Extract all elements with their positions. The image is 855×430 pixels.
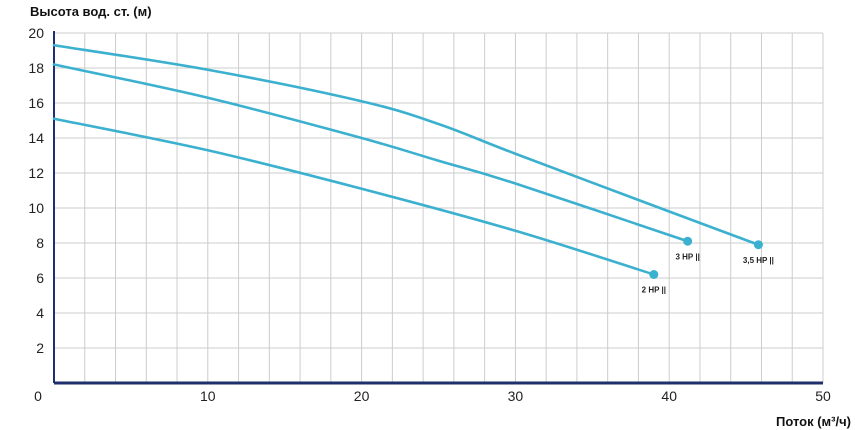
y-tick-label: 4 — [36, 305, 44, 321]
series-line — [52, 117, 656, 276]
y-tick-label: 10 — [28, 200, 44, 216]
series-line — [52, 43, 760, 247]
y-tick-label: 14 — [28, 130, 44, 146]
x-tick-label: 40 — [661, 388, 677, 404]
y-tick-label: 8 — [36, 235, 44, 251]
y-tick-label: 18 — [28, 60, 44, 76]
series-label: 3,5 HP || — [743, 256, 774, 265]
x-tick-label: 30 — [508, 388, 524, 404]
x-tick-label: 50 — [815, 388, 831, 404]
series-label: 3 HP || — [675, 252, 699, 261]
x-tick-label: 20 — [354, 388, 370, 404]
end-markers: 2 HP || 3 HP || 3,5 HP || — [642, 236, 774, 295]
series-end-point — [649, 270, 659, 279]
y-tick-label: 20 — [28, 25, 44, 41]
axes — [53, 31, 823, 385]
grid — [54, 32, 824, 383]
y-axis-label: Высота вод. ст. (м) — [30, 4, 152, 19]
y-tick-label: 2 — [36, 340, 44, 356]
x-axis-label: Поток (м³/ч) — [776, 414, 851, 429]
series-label: 2 HP || — [642, 286, 666, 295]
x-tick-label: 0 — [34, 388, 42, 404]
series-lines — [52, 43, 760, 276]
tick-labels: 2 4 6 8 10 12 14 16 18 20 0 10 20 30 40 50 — [28, 25, 831, 404]
y-tick-label: 12 — [28, 165, 44, 181]
x-tick-label: 10 — [200, 388, 216, 404]
series-end-point — [753, 240, 763, 250]
y-tick-label: 6 — [36, 270, 44, 286]
series-end-point — [683, 236, 693, 246]
y-tick-label: 16 — [28, 95, 44, 111]
series-line — [52, 63, 689, 243]
